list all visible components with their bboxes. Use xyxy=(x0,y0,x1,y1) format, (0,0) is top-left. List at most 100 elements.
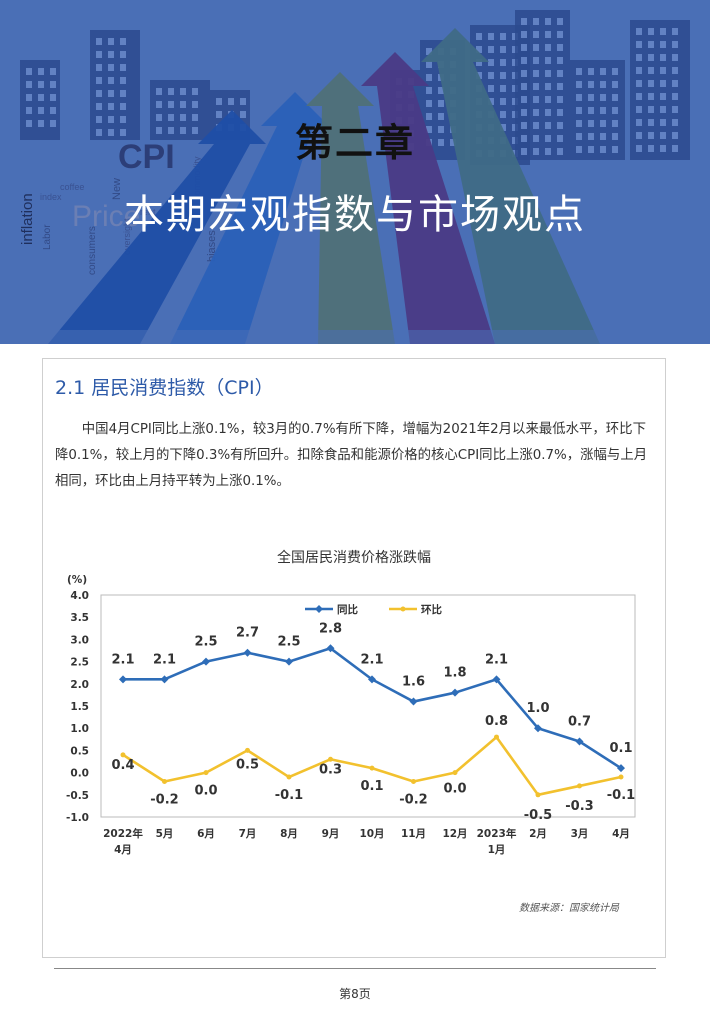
data-point xyxy=(409,697,418,706)
data-point xyxy=(245,747,250,753)
chapter-title: 本期宏观指数与市场观点 xyxy=(124,192,586,238)
rising-arrow xyxy=(48,110,266,344)
y-tick-label: 0.5 xyxy=(70,745,89,757)
data-point xyxy=(285,657,293,666)
x-tick-label: 2022年 xyxy=(103,827,143,840)
y-tick-label: -1.0 xyxy=(66,812,89,824)
data-label: -0.3 xyxy=(565,799,593,814)
skyline-building xyxy=(90,30,140,140)
data-label: -0.5 xyxy=(524,808,552,823)
x-tick-label: 8月 xyxy=(280,828,298,840)
y-tick-label: 2.5 xyxy=(70,657,89,669)
x-tick-label-line2: 1月 xyxy=(488,844,506,856)
data-label: 1.0 xyxy=(526,701,549,716)
y-tick-label: -0.5 xyxy=(66,790,89,802)
chapter-number: 第二章 xyxy=(294,121,415,165)
word-cloud-text: rent xyxy=(140,207,156,217)
data-point xyxy=(203,770,209,776)
word-cloud-text: coffee xyxy=(60,182,84,192)
data-point xyxy=(328,756,333,762)
data-label: -0.2 xyxy=(399,792,427,807)
data-point xyxy=(577,783,582,789)
y-tick-label: 2.0 xyxy=(70,679,89,691)
data-point xyxy=(202,657,210,666)
data-label: 2.1 xyxy=(360,652,383,667)
data-point xyxy=(160,675,169,684)
rising-arrow xyxy=(170,92,329,344)
data-point xyxy=(162,778,167,784)
x-tick-label: 9月 xyxy=(322,828,340,840)
data-label: 0.3 xyxy=(319,762,342,777)
word-cloud-text: New xyxy=(111,178,123,200)
y-tick-label: 4.0 xyxy=(70,590,89,602)
data-point xyxy=(451,688,459,697)
data-label: 2.1 xyxy=(153,652,176,667)
data-label: 2.1 xyxy=(485,652,508,667)
banner-artwork: CPI Price inflation Labor consumers coffee New… xyxy=(0,0,710,344)
word-cloud-text: index xyxy=(40,192,62,202)
y-axis-unit: (%) xyxy=(67,574,87,586)
x-tick-label: 5月 xyxy=(156,828,174,840)
word-cloud-text: Price xyxy=(72,200,140,233)
y-tick-label: 3.5 xyxy=(70,612,89,624)
cpi-line-chart: (%) 4.0 3.5 3.0 2.5 2.0 1.5 1.0 0.5 0.0 -0.5 -1.0 20… xyxy=(66,574,636,856)
word-cloud-text: consumers xyxy=(87,226,98,275)
data-point xyxy=(369,765,375,771)
data-point xyxy=(286,774,292,780)
chart-legend: 同比 环比 xyxy=(305,603,442,616)
data-label: -0.1 xyxy=(275,788,303,803)
chapter-banner: CPI Price inflation Labor consumers coffee New… xyxy=(0,0,710,344)
skyline-building xyxy=(20,60,60,140)
svg-text:环比: 环比 xyxy=(421,603,442,616)
x-tick-label: 2023年 xyxy=(477,827,517,840)
x-tick-label: 3月 xyxy=(571,828,589,840)
x-tick-label: 2月 xyxy=(529,828,547,840)
data-point xyxy=(492,675,501,684)
data-point xyxy=(452,770,458,776)
plot-area xyxy=(100,594,636,818)
data-label: 2.5 xyxy=(277,635,300,650)
skyline-building xyxy=(150,80,210,140)
rising-arrow xyxy=(361,52,495,344)
x-tick-label: 12月 xyxy=(442,828,467,840)
data-label: 2.1 xyxy=(111,652,134,667)
data-point xyxy=(575,737,584,746)
legend-item: 同比 xyxy=(305,603,358,616)
data-point xyxy=(535,792,541,798)
chart-title: 全国居民消费价格涨跌幅 xyxy=(277,550,431,566)
data-label: -0.1 xyxy=(607,788,635,803)
y-tick-label: 0.0 xyxy=(70,768,89,780)
word-cloud-text: CPI xyxy=(118,138,175,176)
svg-text:同比: 同比 xyxy=(337,603,358,616)
word-cloud-text: oversight xyxy=(122,218,132,255)
data-label: 0.4 xyxy=(111,758,134,773)
rising-arrow xyxy=(421,28,600,344)
y-tick-label: 3.0 xyxy=(70,634,89,646)
data-point xyxy=(618,774,624,780)
data-label: 0.7 xyxy=(568,715,591,730)
data-point xyxy=(494,734,499,740)
data-point xyxy=(534,724,542,733)
data-point xyxy=(119,675,127,684)
x-tick-label-line2: 4月 xyxy=(114,844,132,856)
skyline-building xyxy=(515,10,570,160)
legend-item: 环比 xyxy=(389,603,442,616)
data-point xyxy=(243,648,252,657)
data-point xyxy=(411,778,416,784)
data-point xyxy=(326,644,335,653)
y-tick-label: 1.0 xyxy=(70,723,89,735)
data-point xyxy=(120,752,126,758)
data-label: 2.8 xyxy=(319,621,342,636)
source-note: 数据来源：国家统计局 xyxy=(519,903,619,914)
data-label: 0.5 xyxy=(236,757,259,772)
data-point xyxy=(617,764,625,773)
content-box: 2.1 居民消费指数（CPI） 中国4月CPI同比上涨0.1%，较3月的0.7%… xyxy=(42,358,666,958)
data-label: 1.6 xyxy=(402,675,425,690)
x-tick-label: 10月 xyxy=(359,828,384,840)
x-tick-label: 11月 xyxy=(401,828,426,840)
data-label: -0.2 xyxy=(150,792,178,807)
x-tick-label: 4月 xyxy=(612,828,630,840)
data-label: 0.1 xyxy=(360,779,383,794)
skyline-building xyxy=(570,60,625,160)
data-label: 1.8 xyxy=(443,666,466,681)
